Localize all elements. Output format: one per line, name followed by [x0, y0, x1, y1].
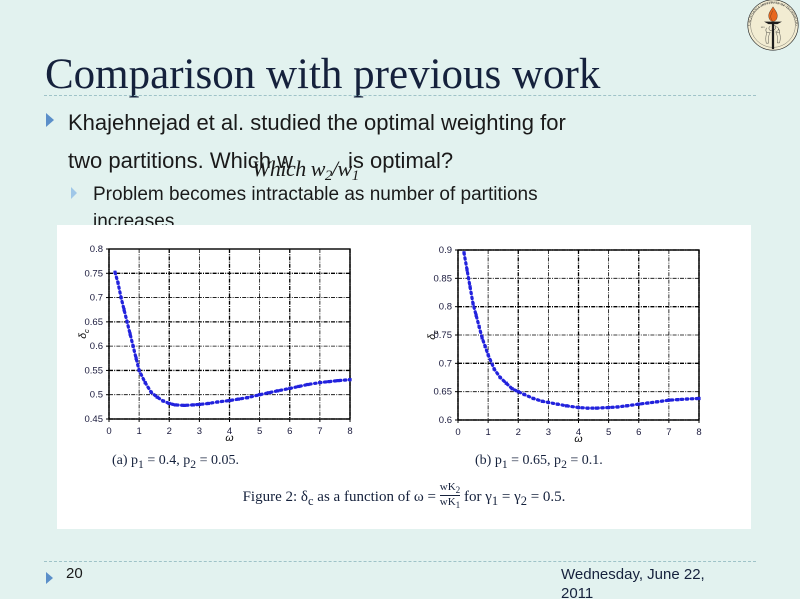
- svg-text:0.45: 0.45: [85, 414, 104, 425]
- svg-text:0.55: 0.55: [85, 365, 104, 376]
- svg-text:0.8: 0.8: [439, 302, 452, 313]
- svg-text:0.75: 0.75: [85, 268, 104, 279]
- svg-text:1: 1: [136, 426, 141, 437]
- svg-text:0.9: 0.9: [439, 245, 452, 256]
- svg-text:5: 5: [606, 427, 611, 438]
- svg-text:6: 6: [287, 426, 292, 437]
- svg-text:5: 5: [257, 426, 262, 437]
- svg-text:1891: 1891: [761, 27, 765, 29]
- svg-text:ω: ω: [225, 432, 233, 444]
- svg-text:0: 0: [106, 426, 111, 437]
- svg-text:8: 8: [347, 426, 352, 437]
- svg-text:3: 3: [197, 426, 202, 437]
- svg-text:0.6: 0.6: [90, 341, 103, 352]
- svg-text:0.8: 0.8: [90, 244, 103, 255]
- svg-text:0.7: 0.7: [90, 293, 103, 304]
- svg-text:8: 8: [696, 427, 701, 438]
- svg-text:0: 0: [455, 427, 460, 438]
- svg-text:2: 2: [167, 426, 172, 437]
- svg-text:0.65: 0.65: [85, 317, 104, 328]
- svg-text:0.65: 0.65: [434, 387, 453, 398]
- svg-text:ω: ω: [574, 433, 582, 445]
- svg-text:0.85: 0.85: [434, 273, 453, 284]
- svg-text:7: 7: [666, 427, 671, 438]
- svg-text:0.5: 0.5: [90, 390, 103, 401]
- svg-text:6: 6: [636, 427, 641, 438]
- svg-text:2: 2: [516, 427, 521, 438]
- svg-text:1: 1: [485, 427, 490, 438]
- svg-text:3: 3: [546, 427, 551, 438]
- svg-text:7: 7: [317, 426, 322, 437]
- svg-text:0.7: 0.7: [439, 358, 452, 369]
- svg-text:0.6: 0.6: [439, 415, 452, 426]
